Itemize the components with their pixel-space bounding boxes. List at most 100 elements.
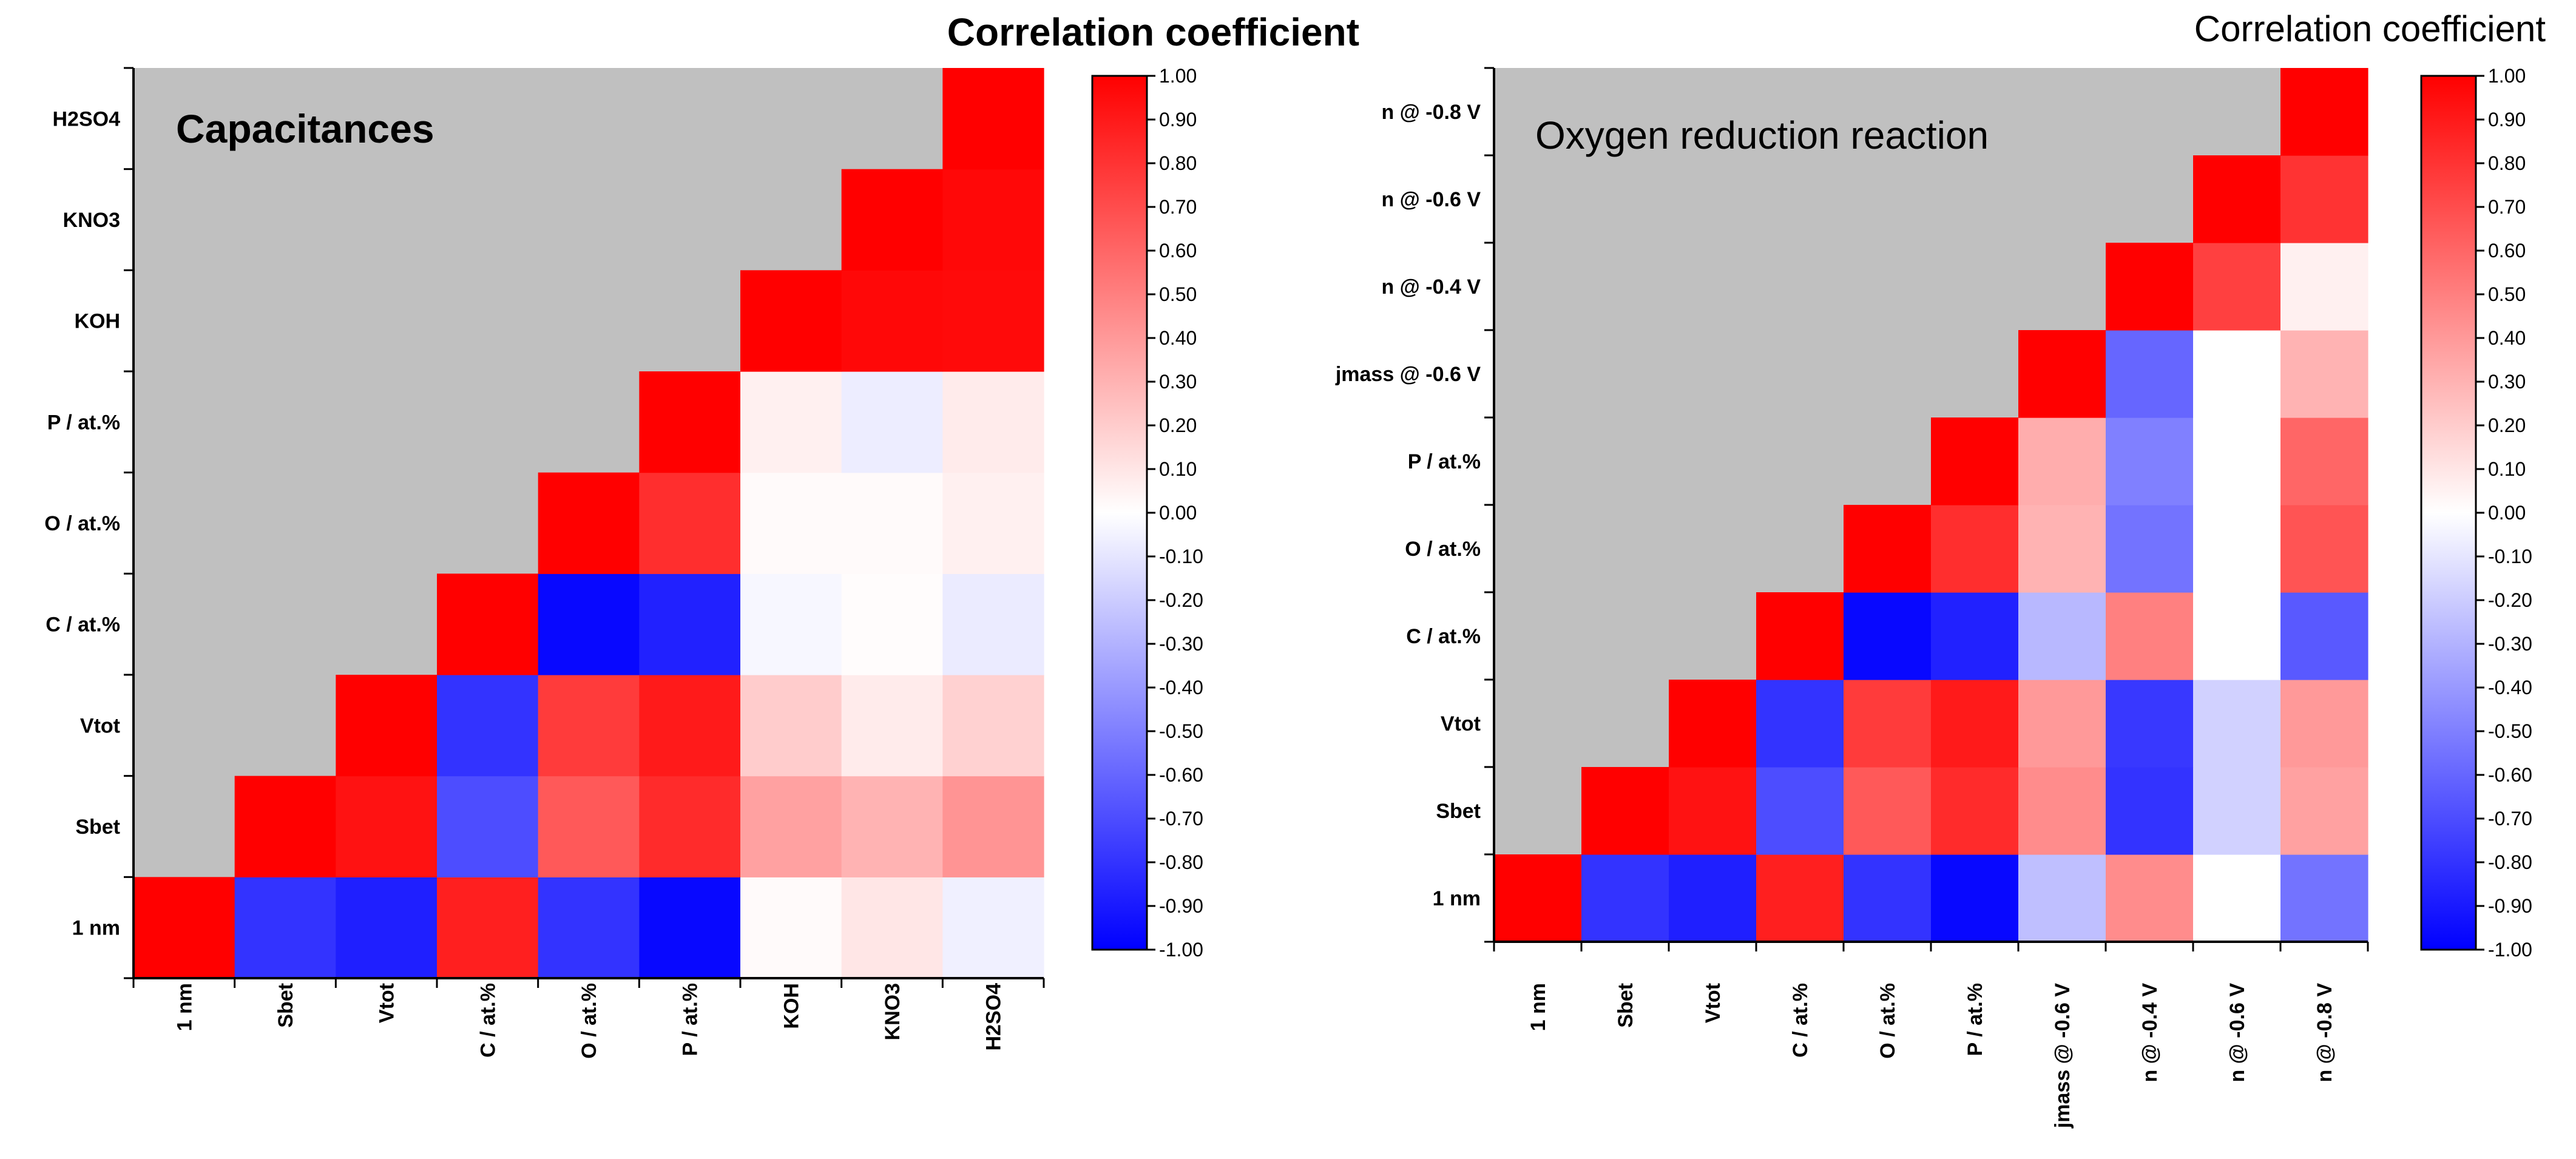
colorbar-title: Correlation coefficient <box>2194 8 2546 49</box>
colorbar-tick-label: -0.60 <box>1159 764 1203 786</box>
heatmap-cell <box>437 675 539 777</box>
x-tick-label: Vtot <box>1702 983 1725 1023</box>
heatmap-cell <box>740 877 842 979</box>
y-tick-label: Sbet <box>1436 800 1481 823</box>
heatmap-cell <box>942 775 1044 877</box>
heatmap-cell <box>234 877 336 979</box>
heatmap-cell <box>740 675 842 777</box>
colorbar-tick-label: -0.30 <box>1159 633 1203 655</box>
heatmap-cell <box>2018 592 2106 680</box>
heatmap-cell <box>1844 592 1932 680</box>
heatmap-cell <box>2193 330 2281 418</box>
heatmap-cell <box>2193 592 2281 680</box>
heatmap-cell <box>2106 330 2194 418</box>
x-tick-label: O / at.% <box>578 983 601 1059</box>
colorbar-tick-label: 0.60 <box>2488 240 2526 262</box>
heatmap-cell <box>538 675 640 777</box>
heatmap-cell <box>841 675 943 777</box>
x-tick-label: Sbet <box>274 983 297 1028</box>
heatmap-cell <box>2280 243 2368 331</box>
heatmap-cells <box>1494 68 2368 942</box>
heatmap-cell <box>1581 767 1669 855</box>
heatmap-cell <box>336 675 438 777</box>
heatmap-cell <box>1931 854 2019 942</box>
heatmap-cell <box>1931 592 2019 680</box>
x-tick-label: H2SO4 <box>982 983 1006 1051</box>
capacitances-heatmap-panel: 1 nm Sbet Vtot C / at.% O / at.% P / at.% KOH K… <box>44 67 1045 1059</box>
colorbar-tick-label: 0.90 <box>2488 109 2526 130</box>
colorbar-tick-label: -0.70 <box>2488 808 2532 830</box>
heatmap-cell <box>437 573 539 675</box>
x-tick-label: 1 nm <box>1527 983 1550 1031</box>
colorbar-tick-label: -0.50 <box>1159 720 1203 742</box>
colorbar-tick-label: 0.00 <box>1159 502 1197 524</box>
y-tick-label: n @ -0.4 V <box>1381 275 1481 299</box>
x-tick-label: Vtot <box>376 983 399 1023</box>
heatmap-cell <box>2193 505 2281 593</box>
colorbar-tick-label: -0.40 <box>1159 677 1203 698</box>
heatmap-cell <box>1494 854 1582 942</box>
heatmap-axes <box>1484 67 2369 951</box>
heatmap-cell <box>2106 592 2194 680</box>
colorbar-title: Correlation coefficient <box>947 10 1359 54</box>
colorbar-tick-label: -0.50 <box>2488 720 2532 742</box>
y-tick-label: C / at.% <box>46 613 120 637</box>
heatmap-cell <box>942 270 1044 372</box>
heatmap-cell <box>2018 680 2106 768</box>
colorbar-tick-label: -0.20 <box>2488 589 2532 611</box>
heatmap-cell <box>1669 767 1757 855</box>
x-tick-label: C / at.% <box>476 983 499 1058</box>
heatmap-cell <box>234 775 336 877</box>
colorbar-tick-label: 1.00 <box>1159 65 1197 87</box>
colorbar-tick-label: 0.30 <box>1159 371 1197 393</box>
heatmap-cell <box>134 877 235 979</box>
heatmap-cell <box>2280 854 2368 942</box>
heatmap-cell <box>841 775 943 877</box>
heatmap-cell <box>2280 592 2368 680</box>
heatmap-cell <box>2106 854 2194 942</box>
colorbar-tick-label: -0.90 <box>1159 895 1203 917</box>
heatmap-cell <box>538 573 640 675</box>
heatmap-cell <box>639 573 741 675</box>
x-tick-label: C / at.% <box>1789 983 1812 1058</box>
heatmap-cell <box>2280 417 2368 505</box>
colorbar-tick-label: -0.10 <box>1159 546 1203 567</box>
heatmap-cell <box>740 270 842 372</box>
heatmap-cell <box>336 775 438 877</box>
x-tick-label: jmass @ -0.6 V <box>2051 983 2074 1129</box>
colorbar-tick-label: 0.80 <box>2488 152 2526 174</box>
heatmap-axes <box>124 67 1045 988</box>
heatmap-cell <box>1931 767 2019 855</box>
heatmap-cell <box>2193 155 2281 243</box>
heatmap-cell <box>841 877 943 979</box>
orr-heatmap-panel: 1 nm Sbet Vtot C / at.% O / at.% P / at.% jmas… <box>1335 67 2369 1129</box>
y-tick-label: n @ -0.6 V <box>1381 188 1481 211</box>
colorbar-tick-label: 0.50 <box>1159 283 1197 305</box>
heatmap-cell <box>841 371 943 473</box>
heatmap-cell <box>740 775 842 877</box>
colorbar-tick-label: 0.10 <box>1159 458 1197 480</box>
colorbar-tick-label: -0.20 <box>1159 589 1203 611</box>
heatmap-cell <box>1844 767 1932 855</box>
heatmap-cell <box>1931 417 2019 505</box>
colorbar-tick-label: 0.40 <box>1159 327 1197 349</box>
heatmap-cell <box>841 573 943 675</box>
heatmap-cell <box>639 877 741 979</box>
y-tick-label: KNO3 <box>63 209 120 232</box>
colorbar-gradient <box>2420 75 2477 951</box>
heatmap-cell <box>2280 680 2368 768</box>
colorbar-tick-label: 0.70 <box>1159 196 1197 218</box>
heatmap-cell <box>2106 505 2194 593</box>
y-tick-label: n @ -0.8 V <box>1381 101 1481 124</box>
heatmap-cell <box>639 371 741 473</box>
x-tick-label: KOH <box>780 983 803 1029</box>
heatmap-cell <box>942 472 1044 574</box>
y-tick-labels: 1 nm Sbet Vtot C / at.% O / at.% P / at.% jmas… <box>1335 101 1481 910</box>
heatmap-cell <box>538 775 640 877</box>
heatmap-cell <box>2106 243 2194 331</box>
heatmap-cell <box>2106 680 2194 768</box>
colorbar-tick-label: 0.30 <box>2488 371 2526 393</box>
colorbar-tick-label: -0.30 <box>2488 633 2532 655</box>
heatmap-cell <box>2280 155 2368 243</box>
colorbar-tick-label: 1.00 <box>2488 65 2526 87</box>
